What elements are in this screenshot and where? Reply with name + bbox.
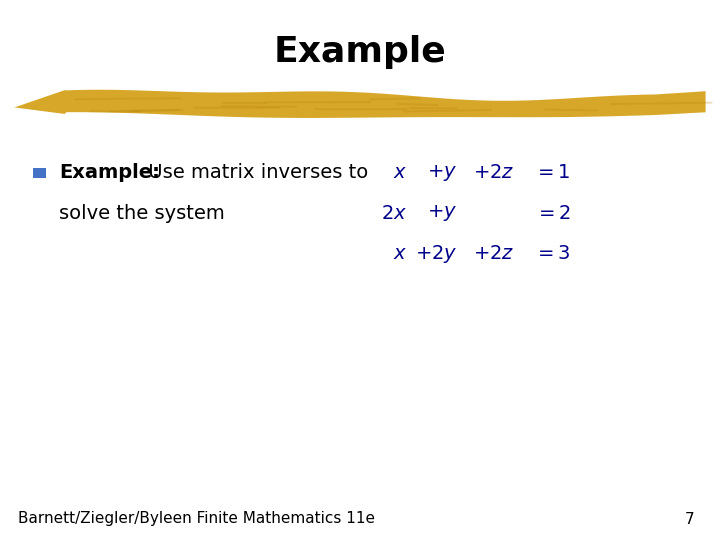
Text: Example: Example xyxy=(274,35,446,69)
Text: $+y$: $+y$ xyxy=(427,163,457,183)
Text: $=3$: $=3$ xyxy=(534,244,571,264)
Text: 7: 7 xyxy=(685,511,695,526)
Text: $+2y$: $+2y$ xyxy=(415,243,457,265)
FancyBboxPatch shape xyxy=(33,168,46,178)
Text: $+2z$: $+2z$ xyxy=(474,163,515,183)
Text: $=2$: $=2$ xyxy=(535,204,571,223)
Text: $+y$: $+y$ xyxy=(427,203,457,224)
Text: Example:: Example: xyxy=(59,163,160,183)
Text: $=1$: $=1$ xyxy=(534,163,571,183)
Text: $x$: $x$ xyxy=(392,244,407,264)
Text: Barnett/Ziegler/Byleen Finite Mathematics 11e: Barnett/Ziegler/Byleen Finite Mathematic… xyxy=(18,511,375,526)
Text: $2x$: $2x$ xyxy=(381,204,407,223)
Text: solve the system: solve the system xyxy=(59,204,225,223)
Polygon shape xyxy=(14,90,706,118)
Text: $x$: $x$ xyxy=(392,163,407,183)
Text: Use matrix inverses to: Use matrix inverses to xyxy=(142,163,368,183)
Text: $+2z$: $+2z$ xyxy=(474,244,515,264)
